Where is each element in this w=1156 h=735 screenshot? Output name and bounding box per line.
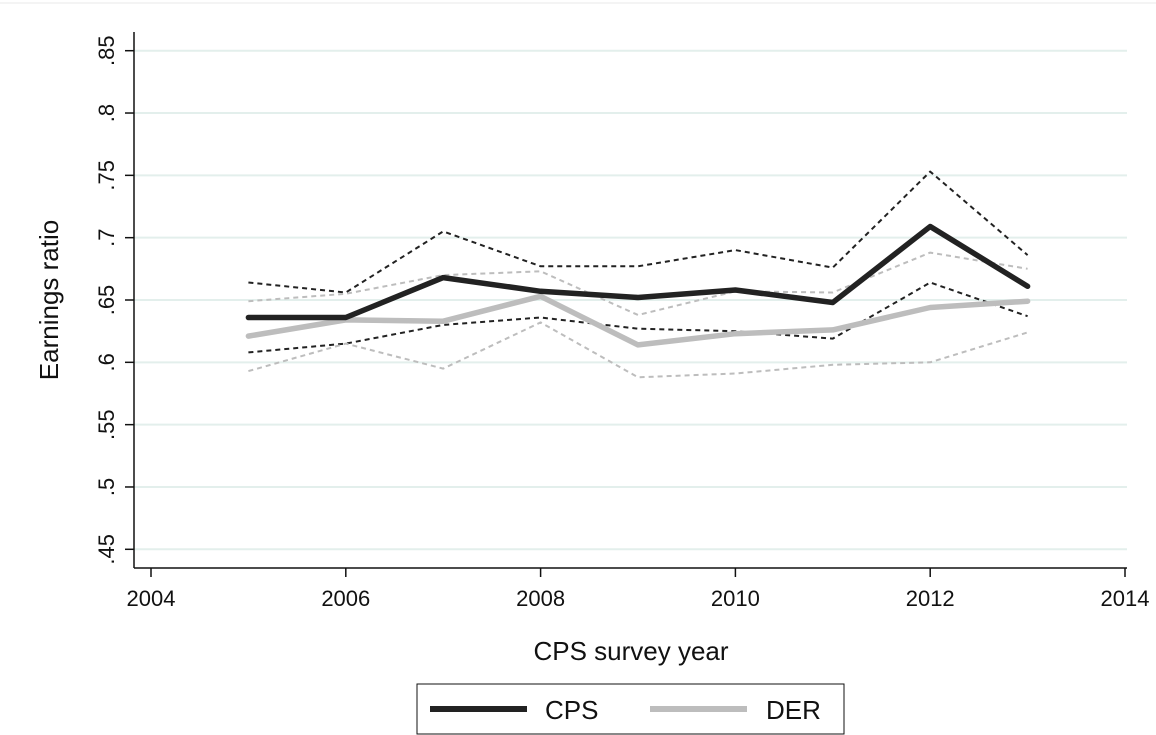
y-tick-label: .5	[94, 478, 119, 496]
series-lines	[245, 223, 1031, 348]
x-tick-label: 2012	[906, 586, 955, 611]
x-tick-label: 2006	[321, 586, 370, 611]
gridlines	[134, 49, 1127, 551]
y-tick-label: .7	[94, 228, 119, 246]
x-tick-label: 2014	[1101, 586, 1150, 611]
y-tick-label: .6	[94, 353, 119, 371]
y-tick-label: .85	[94, 35, 119, 66]
legend-label-cps: CPS	[545, 695, 598, 725]
y-tick-label: .55	[94, 409, 119, 440]
y-tick-label: .65	[94, 285, 119, 316]
bound-line-der-upper-bound	[248, 251, 1028, 316]
y-axis-title: Earnings ratio	[34, 220, 64, 380]
x-tick-label: 2010	[711, 586, 760, 611]
legend: CPS DER	[416, 683, 845, 735]
bound-line-cps-upper-bound	[248, 170, 1029, 294]
legend-label-der: DER	[766, 695, 821, 725]
x-ticks: 2004 2006 2008 2010 2012 2014	[127, 568, 1150, 611]
bound-line-der-lower-bound	[248, 321, 1028, 379]
y-tick-label: .45	[94, 534, 119, 565]
x-tick-label: 2008	[516, 586, 565, 611]
y-tick-label: .75	[94, 160, 119, 191]
y-ticks: .45 .5 .55 .6 .65 .7 .75 .8 .85	[94, 35, 134, 565]
x-axis-title: CPS survey year	[533, 636, 728, 666]
bound-lines	[248, 170, 1029, 379]
series-line-der	[245, 293, 1031, 348]
bound-line-cps-lower-bound	[248, 281, 1028, 354]
x-tick-label: 2004	[127, 586, 176, 611]
y-tick-label: .8	[94, 104, 119, 122]
series-line-cps	[245, 223, 1031, 321]
